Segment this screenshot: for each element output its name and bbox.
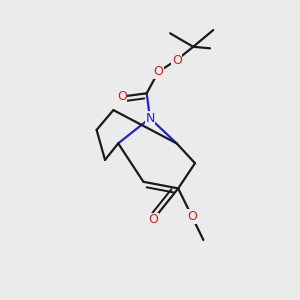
Text: N: N — [145, 112, 155, 125]
Text: O: O — [154, 65, 163, 78]
Text: O: O — [172, 53, 182, 67]
Text: O: O — [148, 213, 158, 226]
Text: O: O — [117, 90, 127, 103]
Text: O: O — [187, 210, 197, 223]
